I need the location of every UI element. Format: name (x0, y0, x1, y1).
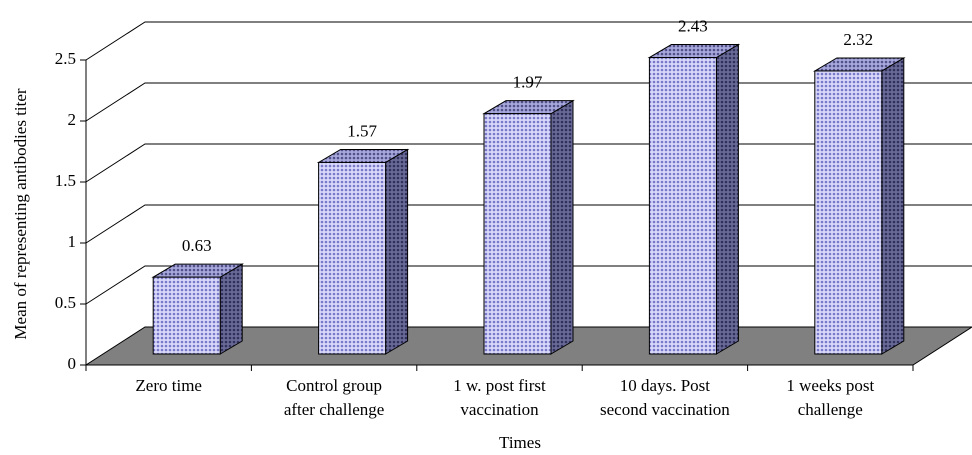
x-axis-label: Times (499, 433, 541, 452)
value-label: 0.63 (182, 236, 212, 255)
bar-side (219, 263, 243, 355)
bar (814, 70, 883, 355)
x-tick-label: 1 w. post first (453, 376, 546, 395)
x-tick-label: Zero time (135, 376, 202, 395)
value-label: 2.32 (843, 30, 873, 49)
bar (318, 161, 387, 355)
y-tick-label: 1.5 (55, 171, 76, 190)
grid-line (85, 21, 972, 61)
y-tick-label: 2.5 (55, 49, 76, 68)
y-tick-label: 2 (68, 110, 77, 129)
y-tick-label: 0 (68, 354, 77, 373)
bar-side (715, 43, 739, 355)
x-tick-label: 1 weeks post (786, 376, 874, 395)
y-tick-label: 0.5 (55, 293, 76, 312)
x-tick-label: after challenge (284, 400, 385, 419)
value-label: 1.57 (347, 121, 377, 140)
x-tick-label: challenge (798, 400, 863, 419)
x-tick-label: 10 days. Post (620, 376, 710, 395)
y-axis-label: Mean of representing antibodies titer (11, 88, 30, 339)
value-label: 2.43 (678, 16, 708, 35)
y-tick-label: 1 (68, 232, 77, 251)
bar-side (385, 148, 409, 355)
x-tick-label: second vaccination (600, 400, 730, 419)
bar (648, 57, 717, 355)
x-tick-label: vaccination (460, 400, 539, 419)
bar-side (881, 57, 905, 355)
bar (483, 113, 552, 355)
value-label: 1.97 (513, 73, 543, 92)
bar (152, 276, 221, 355)
bar-side (550, 99, 574, 355)
x-tick-label: Control group (286, 376, 382, 395)
